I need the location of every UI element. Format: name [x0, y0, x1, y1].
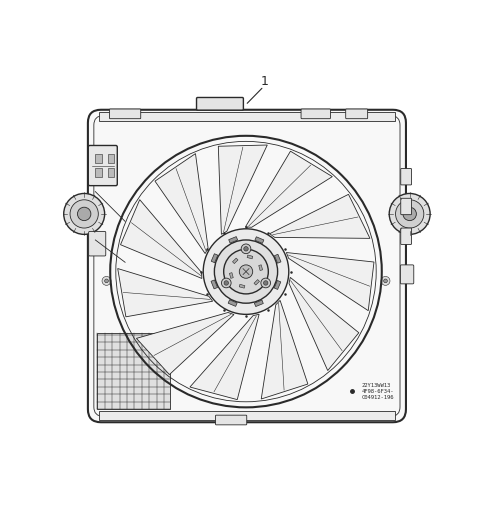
Polygon shape [232, 258, 238, 264]
Circle shape [102, 276, 111, 285]
FancyBboxPatch shape [89, 231, 106, 256]
Circle shape [261, 278, 271, 288]
Circle shape [224, 281, 228, 285]
FancyBboxPatch shape [346, 109, 368, 119]
FancyBboxPatch shape [301, 109, 330, 119]
Polygon shape [255, 237, 264, 243]
Polygon shape [190, 314, 259, 400]
Circle shape [264, 281, 268, 285]
FancyBboxPatch shape [109, 109, 141, 119]
FancyBboxPatch shape [88, 110, 406, 422]
Polygon shape [245, 151, 332, 227]
Polygon shape [211, 254, 218, 263]
Polygon shape [118, 268, 213, 317]
Circle shape [224, 249, 268, 294]
Bar [99, 411, 395, 420]
Circle shape [215, 240, 277, 303]
Circle shape [244, 247, 248, 251]
FancyBboxPatch shape [196, 97, 243, 110]
FancyBboxPatch shape [216, 415, 247, 425]
Circle shape [389, 194, 430, 234]
Circle shape [241, 244, 251, 253]
Text: 1: 1 [261, 75, 268, 89]
Bar [96, 154, 102, 163]
Circle shape [64, 194, 105, 234]
FancyBboxPatch shape [400, 265, 414, 284]
FancyBboxPatch shape [401, 198, 411, 215]
Polygon shape [247, 255, 253, 259]
Polygon shape [287, 252, 374, 311]
Bar [97, 333, 170, 409]
Bar [108, 168, 114, 178]
Bar [99, 112, 395, 121]
Circle shape [396, 200, 424, 228]
Polygon shape [120, 200, 202, 279]
Polygon shape [239, 284, 245, 288]
Polygon shape [229, 273, 233, 279]
Polygon shape [274, 281, 281, 289]
Polygon shape [270, 195, 370, 239]
Polygon shape [254, 280, 260, 285]
Text: 22Y13WW13
4F98-6F34-
C04912-196: 22Y13WW13 4F98-6F34- C04912-196 [361, 383, 394, 400]
Polygon shape [228, 300, 237, 306]
Circle shape [403, 207, 416, 221]
Circle shape [70, 200, 98, 228]
Circle shape [105, 279, 108, 283]
FancyBboxPatch shape [401, 168, 411, 185]
Polygon shape [228, 237, 238, 243]
Polygon shape [218, 145, 267, 234]
Polygon shape [136, 312, 234, 375]
Polygon shape [259, 265, 263, 270]
Circle shape [240, 265, 252, 279]
Circle shape [77, 207, 91, 221]
Polygon shape [275, 254, 281, 263]
Circle shape [384, 279, 387, 283]
Circle shape [203, 229, 289, 314]
Bar [108, 154, 114, 163]
Polygon shape [289, 278, 359, 371]
Polygon shape [254, 300, 264, 307]
FancyBboxPatch shape [88, 145, 117, 186]
Circle shape [221, 278, 231, 288]
Circle shape [381, 276, 390, 285]
FancyBboxPatch shape [401, 228, 411, 244]
Bar [96, 168, 102, 178]
Polygon shape [155, 154, 208, 253]
Polygon shape [261, 301, 308, 399]
Polygon shape [211, 280, 217, 289]
